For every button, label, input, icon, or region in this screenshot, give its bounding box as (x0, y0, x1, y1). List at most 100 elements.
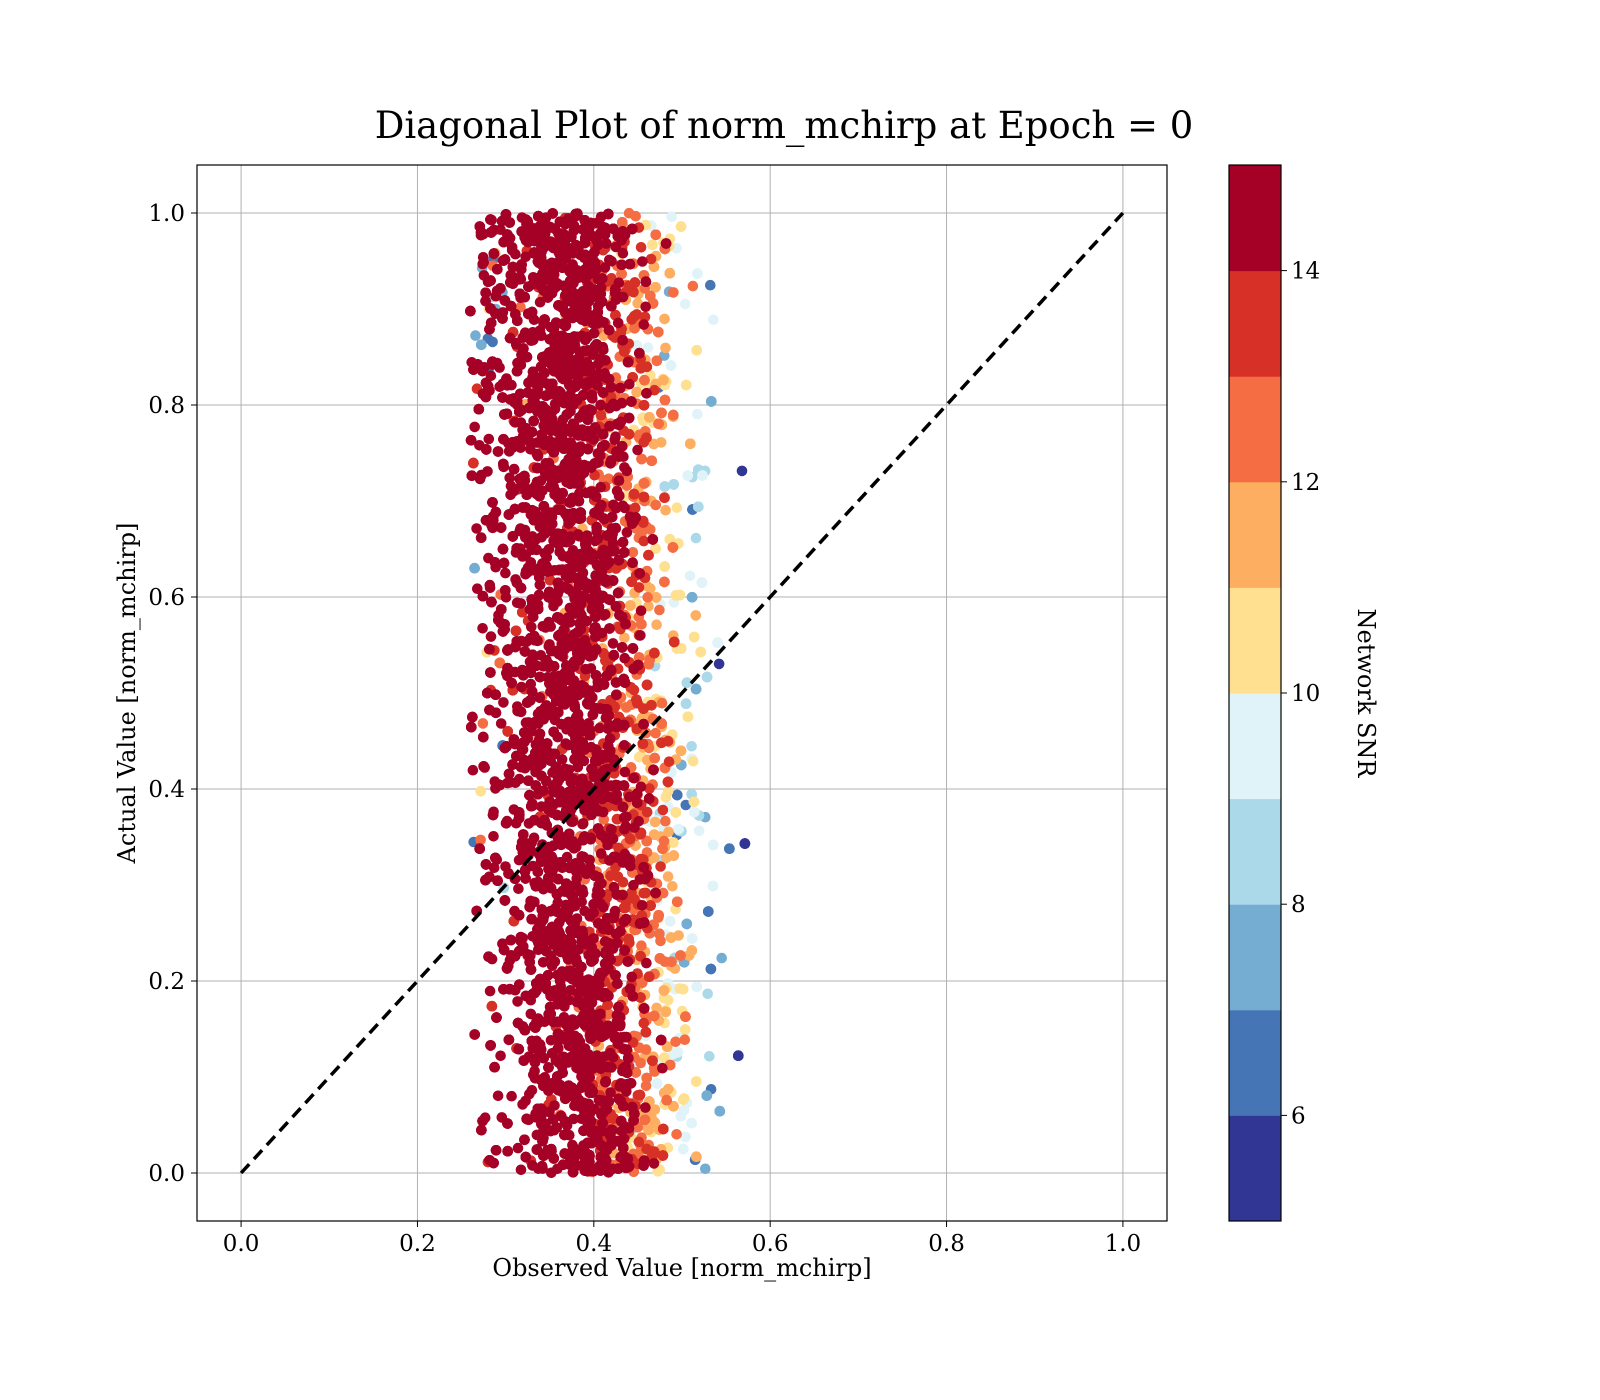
scatter-point (628, 879, 639, 891)
scatter-point (707, 880, 719, 892)
scatter-point (633, 1136, 645, 1148)
scatter-point (661, 1094, 672, 1106)
scatter-point (693, 825, 705, 837)
scatter-point (597, 967, 609, 979)
scatter-point (680, 1011, 691, 1022)
scatter-point (635, 630, 646, 641)
scatter-point (662, 776, 674, 788)
scatter-point (692, 408, 703, 420)
scatter-point (660, 238, 672, 249)
scatter-point (672, 1047, 684, 1058)
scatter-point (632, 298, 643, 309)
scatter-point (675, 950, 686, 961)
scatter-point (637, 738, 649, 750)
scatter-point (592, 533, 604, 544)
scatter-point (675, 745, 687, 757)
scatter-point (619, 740, 630, 751)
scatter-point (681, 677, 693, 688)
scatter-point (645, 583, 656, 594)
scatter-point (689, 806, 700, 818)
scatter-point (705, 279, 716, 291)
scatter-point (634, 568, 645, 579)
scatter-point (595, 399, 606, 411)
scatter-point (680, 698, 692, 709)
scatter-point (486, 596, 497, 608)
scatter-point (686, 741, 697, 752)
scatter-point (609, 434, 620, 446)
scatter-point (658, 985, 670, 996)
scatter-point (663, 826, 674, 838)
scatter-point (482, 333, 494, 344)
scatter-point (686, 592, 698, 603)
scatter-point (668, 636, 680, 648)
scatter-point (649, 647, 660, 659)
scatter-point (647, 534, 659, 545)
scatter-point (724, 843, 735, 854)
scatter-point (671, 789, 683, 801)
scatter-point (641, 388, 652, 399)
scatter-point (476, 339, 487, 351)
plot-area: 0.0 0.2 0.4 0.6 0.8 1.0 0.00.20.40.60.81.0 (148, 164, 1168, 1257)
scatter-point (686, 933, 698, 944)
scatter-point (613, 490, 625, 502)
scatter-point (635, 242, 647, 253)
scatter-point (629, 310, 640, 322)
scatter-point (733, 1050, 744, 1061)
scatter-point (603, 208, 614, 220)
scatter-point (678, 1094, 689, 1105)
scatter-point (684, 570, 696, 582)
scatter-point (638, 491, 650, 503)
scatter-point (677, 983, 689, 995)
scatter-point (693, 501, 704, 513)
scatter-point (675, 643, 687, 654)
scatter-point (658, 1123, 669, 1135)
scatter-point (648, 764, 659, 776)
scatter-point (651, 1078, 663, 1089)
scatter-point (625, 600, 636, 611)
scatter-point (632, 444, 643, 456)
scatter-point (666, 956, 677, 968)
scatter-point (654, 604, 665, 616)
scatter-point (638, 319, 650, 330)
scatter-point (672, 896, 683, 908)
scatter-point (498, 697, 509, 708)
scatter-point (485, 667, 496, 678)
scatter-point (660, 815, 671, 827)
scatter-point (468, 457, 479, 469)
scatter-point (651, 355, 663, 367)
scatter-point (617, 335, 628, 346)
scatter-point (607, 1125, 618, 1136)
scatter-point (671, 502, 683, 513)
scatter-point (700, 1163, 711, 1175)
scatter-point (638, 1003, 650, 1014)
scatter-point (661, 852, 672, 863)
scatter-point (616, 259, 627, 271)
scatter-point (643, 971, 655, 982)
scatter-point (688, 796, 700, 808)
scatter-point (668, 409, 679, 421)
scatter-point (643, 1124, 654, 1135)
scatter-point (675, 221, 687, 232)
scatter-point (650, 229, 662, 241)
scatter-point (695, 646, 706, 658)
scatter-point (736, 465, 748, 477)
scatter-point (644, 412, 655, 423)
scatter-point (668, 287, 679, 298)
scatter-point (619, 652, 630, 664)
scatter-point (640, 1102, 651, 1113)
scatter-point (687, 280, 699, 292)
scatter-point (702, 988, 713, 1000)
scatter-point (701, 671, 713, 683)
scatter-point (630, 210, 641, 222)
scatter-point (626, 971, 638, 983)
scatter-point (666, 211, 677, 222)
scatter-point (683, 950, 695, 961)
scatter-point (681, 918, 693, 930)
scatter-point (642, 592, 653, 603)
scatter-point (657, 843, 668, 854)
scatter-point (636, 618, 647, 630)
scatter-point (617, 536, 629, 548)
scatter-point (667, 542, 679, 553)
scatter-point (653, 418, 664, 430)
scatter-point (621, 527, 633, 538)
